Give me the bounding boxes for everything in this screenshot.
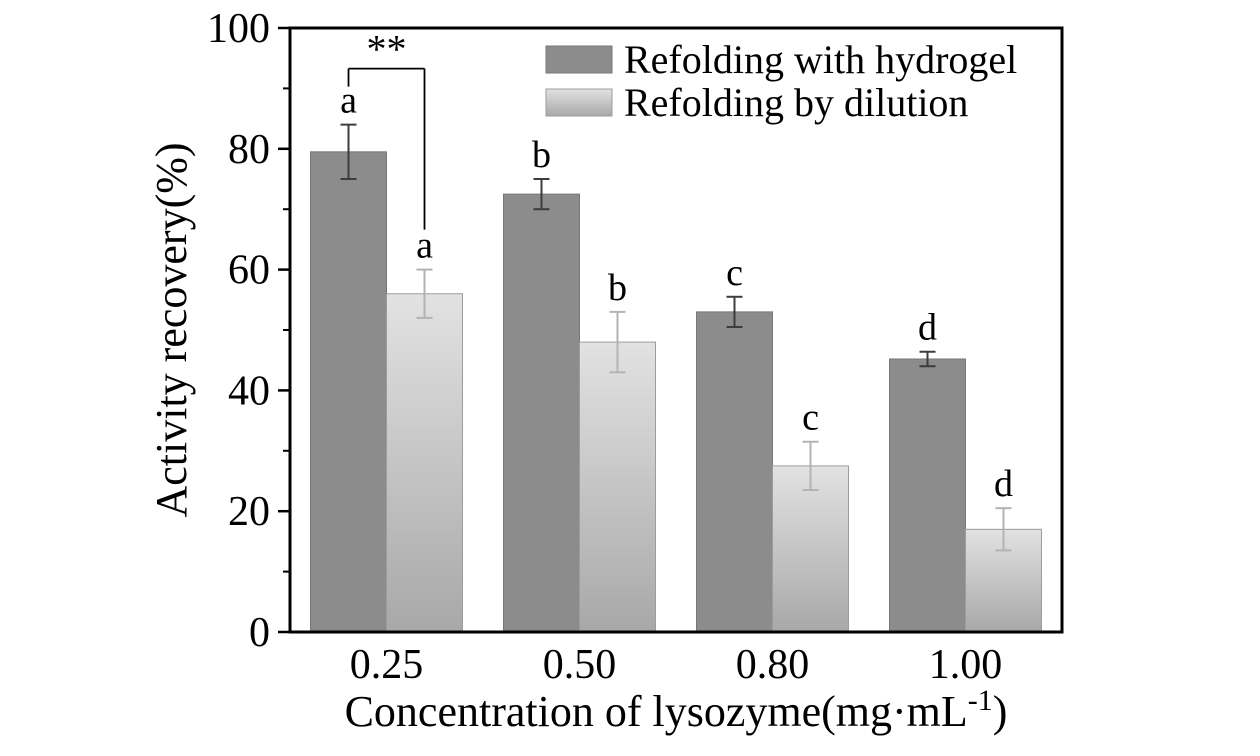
bar-hydrogel-0.25: [310, 151, 387, 633]
y-tick-label: 20: [228, 489, 270, 535]
bar-dilution-0.25: [386, 293, 463, 633]
y-axis-ticks: 0 20 40 60 80 100: [207, 6, 290, 656]
bar-letter-label: c: [726, 252, 743, 294]
bar-letter-label: c: [802, 397, 819, 439]
bar-hydrogel-0.50: [503, 193, 580, 633]
bar-hydrogel-1.00: [889, 358, 966, 633]
x-tick-label: 0.25: [350, 642, 424, 688]
y-tick-label: 40: [228, 368, 270, 414]
bar-letter-label: a: [416, 225, 433, 267]
bar-letter-labels-group: a a b b c c d d: [340, 80, 1013, 506]
bar-letter-label: b: [532, 134, 551, 176]
y-tick-label: 100: [207, 6, 270, 52]
x-tick-label: 0.50: [543, 642, 617, 688]
legend-swatch-hydrogel: [545, 45, 613, 74]
error-bars-group: [340, 123, 1012, 552]
x-tick-label: 1.00: [929, 642, 1003, 688]
y-tick-label: 0: [249, 610, 270, 656]
y-axis-title: Activity recovery(%): [147, 142, 196, 517]
significance-label: **: [367, 27, 407, 72]
significance-bracket: **: [347, 27, 426, 230]
bar-hydrogel-0.80: [696, 311, 773, 633]
bar-letter-label: b: [608, 267, 627, 309]
y-tick-label: 80: [228, 127, 270, 173]
x-axis-title: Concentration of lysozyme(mg·mL-1): [345, 684, 1008, 736]
legend-swatch-dilution: [545, 88, 613, 117]
y-tick-label: 60: [228, 248, 270, 294]
x-axis-labels: 0.25 0.50 0.80 1.00: [350, 642, 1003, 688]
bar-dilution-0.50: [579, 341, 656, 633]
legend-label-dilution: Refolding by dilution: [624, 80, 968, 125]
bar-letter-label: a: [340, 80, 357, 122]
legend-label-hydrogel: Refolding with hydrogel: [624, 37, 1017, 82]
x-tick-label: 0.80: [736, 642, 810, 688]
bars-group: [310, 151, 1042, 633]
bar-letter-label: d: [918, 307, 937, 349]
bar-letter-label: d: [994, 463, 1013, 505]
